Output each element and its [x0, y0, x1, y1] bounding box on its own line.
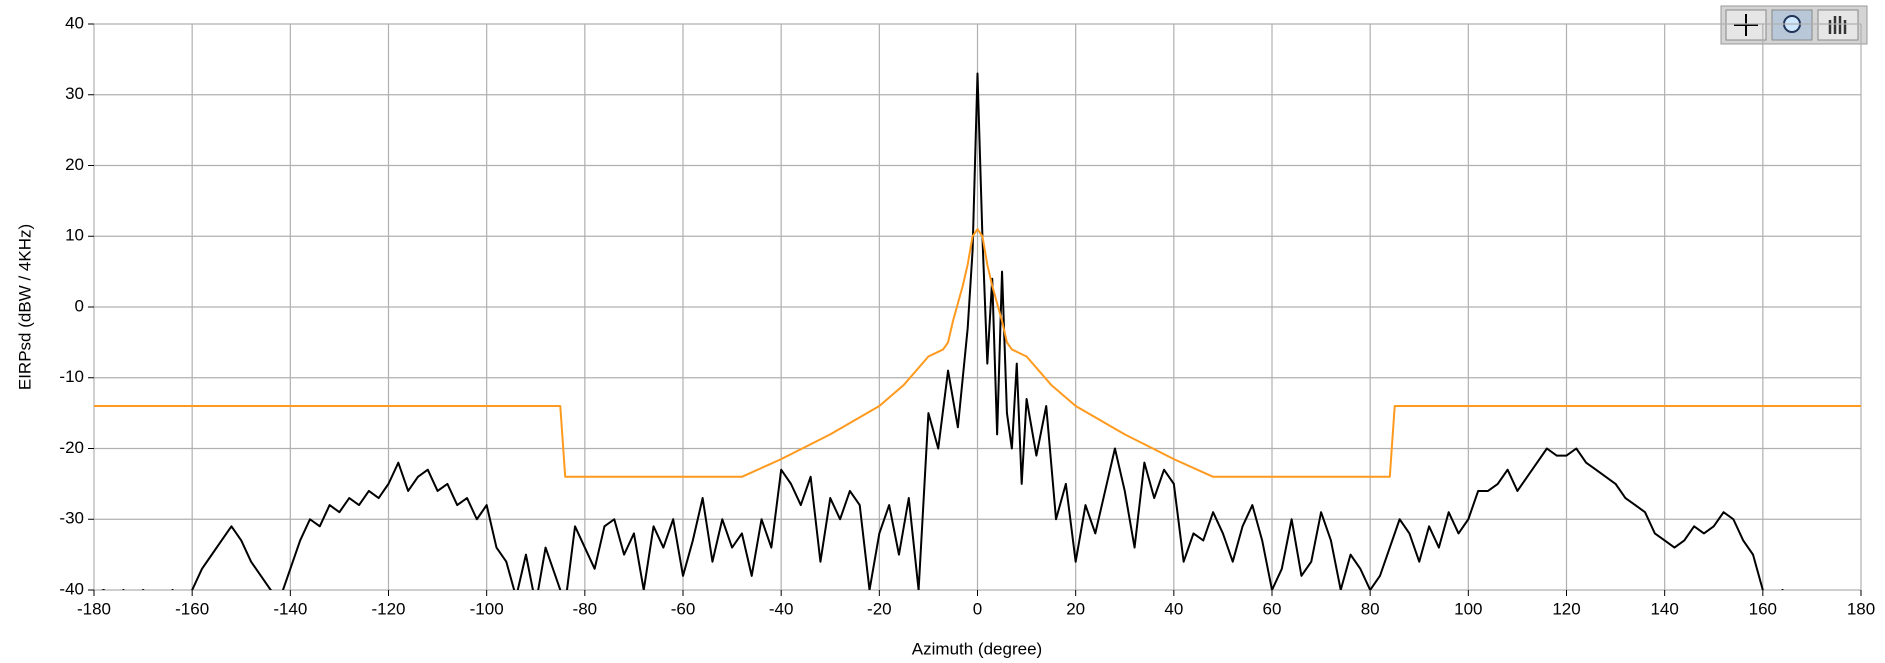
toolbar	[1720, 5, 1868, 45]
x-tick-label: -60	[671, 599, 696, 618]
x-tick-label: -80	[573, 599, 598, 618]
cursor-icon	[1734, 14, 1758, 36]
y-axis-title: EIRPsd (dBW / 4KHz)	[15, 224, 34, 390]
y-tick-label: 20	[65, 155, 84, 174]
x-tick-label: 40	[1164, 599, 1183, 618]
x-tick-label: -160	[175, 599, 209, 618]
x-tick-label: -140	[273, 599, 307, 618]
x-tick-label: 100	[1454, 599, 1482, 618]
y-tick-label: -10	[59, 367, 84, 386]
series-layer	[94, 72, 1861, 590]
x-tick-label: 120	[1552, 599, 1580, 618]
y-tick-label: 40	[65, 13, 84, 32]
pan-tool[interactable]	[1817, 9, 1859, 41]
x-tick-label: 160	[1749, 599, 1777, 618]
y-tick-label: -30	[59, 509, 84, 528]
y-tick-label: -40	[59, 579, 84, 598]
y-tick-label: 0	[75, 296, 84, 315]
x-tick-label: -180	[77, 599, 111, 618]
x-tick-label: -20	[867, 599, 892, 618]
series-line	[100, 72, 1785, 590]
y-tick-label: -20	[59, 438, 84, 457]
series-line	[94, 228, 1861, 478]
x-tick-label: -120	[371, 599, 405, 618]
x-axis-title: Azimuth (degree)	[912, 639, 1042, 658]
x-tick-label: -40	[769, 599, 794, 618]
x-tick-label: 180	[1847, 599, 1875, 618]
x-tick-label: 20	[1066, 599, 1085, 618]
x-tick-label: 140	[1650, 599, 1678, 618]
x-tick-label: 80	[1361, 599, 1380, 618]
x-tick-label: 0	[973, 599, 982, 618]
y-tick-label: 30	[65, 84, 84, 103]
pan-icon	[1828, 16, 1847, 34]
x-tick-label: 60	[1263, 599, 1282, 618]
y-tick-label: 10	[65, 226, 84, 245]
x-tick-label: -100	[470, 599, 504, 618]
